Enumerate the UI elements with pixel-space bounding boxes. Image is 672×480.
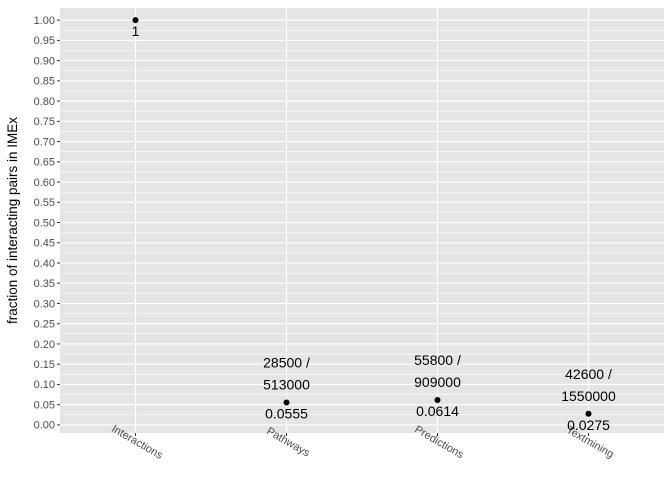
y-tick-label: 0.30: [34, 298, 55, 310]
data-point: [585, 410, 592, 417]
count-label-denominator: 1550000: [561, 388, 616, 404]
y-axis-title: fraction of interacting pairs in IMEx: [5, 117, 20, 324]
major-gridlines: [60, 8, 664, 433]
y-tick-label: 0.75: [34, 116, 55, 128]
y-tick-label: 0.90: [34, 55, 55, 67]
y-tick-label: 0.50: [34, 217, 55, 229]
count-label-denominator: 513000: [263, 376, 310, 392]
y-tick-label: 0.95: [34, 35, 55, 47]
y-tick-label: 0.70: [34, 136, 55, 148]
y-tick-label: 0.60: [34, 177, 55, 189]
count-label-numerator: 28500 /: [263, 354, 310, 370]
y-tick-label: 0.00: [34, 420, 55, 432]
minor-gridlines: [60, 29, 664, 416]
count-label-numerator: 55800 /: [414, 352, 461, 368]
y-tick-label: 0.65: [34, 157, 55, 169]
y-tick-label: 0.05: [34, 399, 55, 411]
y-tick-label: 0.20: [34, 339, 55, 351]
data-point: [434, 397, 441, 404]
y-axis: 0.00 0.05 0.10 0.15 0.20 0.25 0.30 0.35 0.40 0.45…: [34, 15, 60, 432]
value-label: 0.0275: [567, 417, 610, 433]
value-label: 0.0614: [416, 403, 459, 419]
y-tick-label: 0.35: [34, 278, 55, 290]
data-point: [132, 17, 139, 24]
y-tick-label: 0.25: [34, 319, 55, 331]
count-label-denominator: 909000: [414, 374, 461, 390]
data-point: [283, 399, 290, 406]
y-tick-label: 0.85: [34, 76, 55, 88]
y-tick-label: 1.00: [34, 15, 55, 27]
value-label: 1: [132, 23, 140, 39]
y-tick-label: 0.40: [34, 258, 55, 270]
y-tick-label: 0.45: [34, 238, 55, 250]
data-labels: 1 0.0555 28500 / 513000 0.0614 55800 / 909000 0…: [132, 23, 616, 433]
y-tick-label: 0.80: [34, 96, 55, 108]
data-points: [132, 17, 592, 417]
value-label: 0.0555: [265, 405, 308, 421]
plot-panel: [60, 8, 664, 433]
y-tick-label: 0.55: [34, 197, 55, 209]
y-tick-label: 0.15: [34, 359, 55, 371]
count-label-numerator: 42600 /: [565, 366, 612, 382]
y-tick-label: 0.10: [34, 379, 55, 391]
